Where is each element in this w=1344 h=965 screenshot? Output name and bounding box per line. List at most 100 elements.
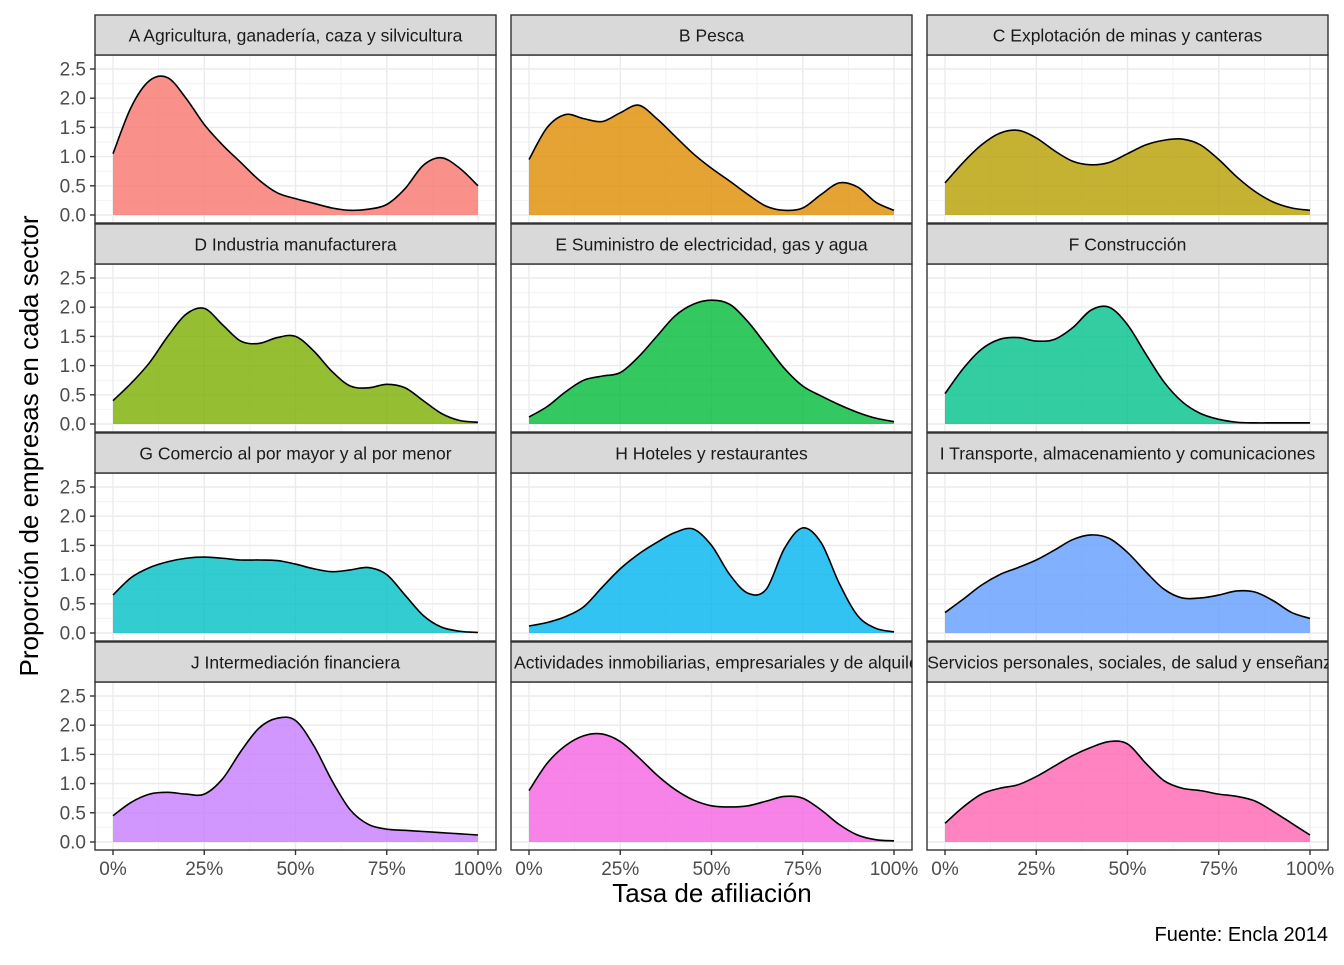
facet-strip-label: F Construcción [1069, 235, 1187, 255]
density-area [529, 527, 894, 633]
y-tick-label: 0.0 [60, 206, 86, 227]
facet-strip-label: K Actividades inmobiliarias, empresarial… [498, 653, 924, 673]
density-area [529, 733, 894, 842]
y-tick-label: 1.0 [60, 356, 86, 377]
x-tick-label: 0% [515, 859, 543, 880]
series-group [528, 732, 895, 842]
x-tick-label: 25% [1017, 859, 1055, 880]
facet-strip [94, 223, 497, 265]
y-tick-label: 2.5 [60, 687, 86, 708]
density-area [529, 105, 894, 215]
density-area [113, 717, 478, 842]
y-tick-label: 2.0 [60, 507, 86, 528]
series-group [528, 527, 895, 633]
y-tick-label: 2.0 [60, 298, 86, 319]
x-tick-label: 25% [601, 859, 639, 880]
facet-panel: F Construcción [926, 223, 1329, 433]
y-tick-label: 2.5 [60, 478, 86, 499]
facet-strip-label: C Explotación de minas y canteras [993, 26, 1263, 46]
facet-strip-label: H Hoteles y restaurantes [615, 444, 808, 464]
x-tick-label: 100% [454, 859, 503, 880]
y-tick-label: 0.0 [60, 624, 86, 645]
facet-strip-label: L Servicios personales, sociales, de sal… [913, 653, 1342, 673]
series-group [944, 129, 1311, 215]
x-tick-label: 50% [276, 859, 314, 880]
chart-caption: Fuente: Encla 2014 [1155, 924, 1328, 946]
density-area [113, 307, 478, 424]
x-tick-label: 100% [870, 859, 919, 880]
density-line [528, 299, 895, 423]
y-tick-label: 1.0 [60, 147, 86, 168]
series-group [112, 75, 479, 215]
series-group [112, 556, 479, 634]
y-tick-label: 0.0 [60, 833, 86, 854]
y-tick-label: 2.5 [60, 269, 86, 290]
facet-strip-label: I Transporte, almacenamiento y comunicac… [940, 444, 1316, 464]
facet-strip [94, 14, 497, 56]
series-group [944, 740, 1311, 842]
y-tick-label: 1.5 [60, 745, 86, 766]
facet-panel: I Transporte, almacenamiento y comunicac… [926, 432, 1329, 642]
density-line [112, 75, 479, 212]
x-tick-label: 75% [368, 859, 406, 880]
density-area [113, 76, 478, 215]
facet-strip [926, 14, 1329, 56]
facet-strip-label: B Pesca [679, 26, 744, 46]
y-tick-label: 1.0 [60, 774, 86, 795]
y-tick-label: 0.5 [60, 803, 86, 824]
y-tick-label: 1.5 [60, 327, 86, 348]
density-area [945, 534, 1310, 633]
x-tick-label: 50% [1108, 859, 1146, 880]
facet-panel: A Agricultura, ganadería, caza y silvicu… [60, 14, 497, 227]
x-tick-label: 50% [692, 859, 730, 880]
y-tick-label: 2.0 [60, 716, 86, 737]
facet-panel: H Hoteles y restaurantes [510, 432, 913, 642]
y-tick-label: 0.5 [60, 385, 86, 406]
facet-strip-label: J Intermediación financiera [191, 653, 400, 673]
facet-strip [94, 641, 497, 683]
facet-panel: K Actividades inmobiliarias, empresarial… [498, 641, 924, 880]
series-group [112, 716, 479, 842]
x-axis-title: Tasa de afiliación [612, 878, 811, 908]
density-area [529, 300, 894, 424]
facet-strip [926, 223, 1329, 265]
density-area [945, 130, 1310, 215]
x-tick-label: 75% [784, 859, 822, 880]
facet-strip [926, 641, 1329, 683]
y-tick-label: 1.5 [60, 536, 86, 557]
density-line [944, 129, 1311, 212]
x-tick-label: 0% [99, 859, 127, 880]
density-area [945, 741, 1310, 842]
y-tick-label: 0.5 [60, 594, 86, 615]
facet-panel: J Intermediación financiera 0.0 0.5 1.0 1.5 2… [60, 641, 503, 880]
facet-strip-label: G Comercio al por mayor y al por menor [139, 444, 451, 464]
density-line [944, 534, 1311, 620]
density-line [112, 307, 479, 424]
y-tick-label: 1.5 [60, 118, 86, 139]
density-line [112, 556, 479, 634]
density-line [528, 527, 895, 633]
density-line [944, 740, 1311, 836]
y-tick-label: 0.0 [60, 415, 86, 436]
facet-strip [926, 432, 1329, 474]
y-axis-title: Proporción de empresas en cada sector [14, 215, 44, 676]
facet-strip [510, 14, 913, 56]
y-tick-label: 2.0 [60, 89, 86, 110]
facet-panel: C Explotación de minas y canteras [926, 14, 1329, 224]
x-tick-label: 75% [1200, 859, 1238, 880]
facet-strip-label: A Agricultura, ganadería, caza y silvicu… [129, 26, 463, 46]
facet-strip-label: D Industria manufacturera [194, 235, 397, 255]
facet-strip [510, 432, 913, 474]
series-group [528, 299, 895, 424]
facet-panel: D Industria manufacturera 0.0 0.5 1.0 1.5 2.0… [60, 223, 497, 436]
x-tick-label: 25% [185, 859, 223, 880]
density-line [528, 104, 895, 212]
y-tick-label: 2.5 [60, 60, 86, 81]
density-line [944, 305, 1310, 424]
facet-strip [510, 641, 913, 683]
series-group [528, 104, 895, 215]
facet-strip [510, 223, 913, 265]
y-tick-label: 1.0 [60, 565, 86, 586]
